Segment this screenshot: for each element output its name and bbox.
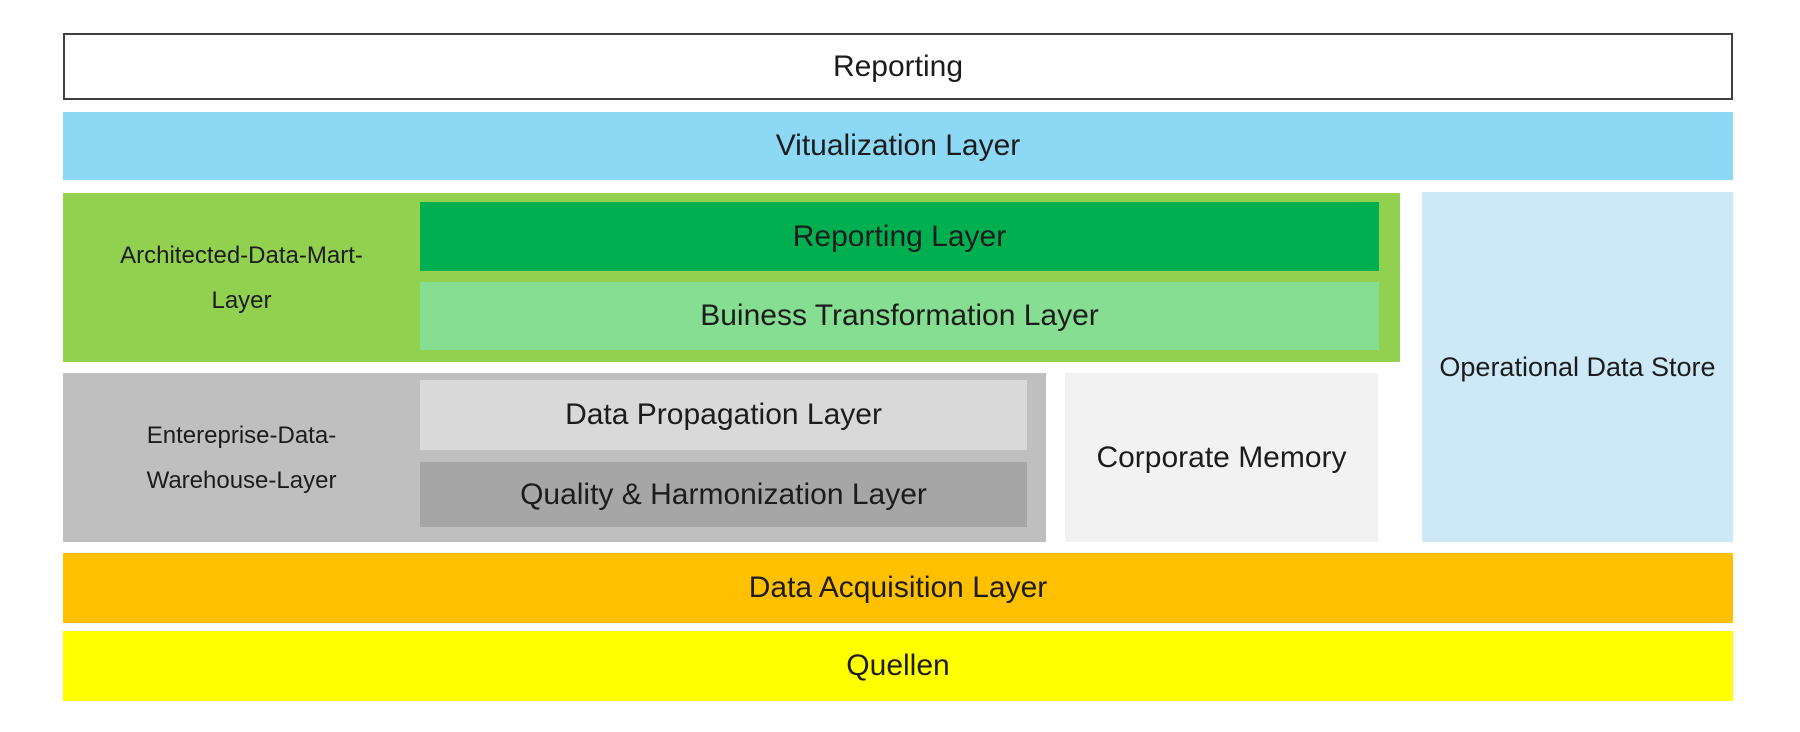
architected-data-mart-label-line2: Layer	[211, 286, 272, 314]
reporting-layer-label: Reporting Layer	[792, 219, 1007, 253]
operational-data-store-box: Operational Data Store	[1422, 192, 1733, 542]
quellen-bar: Quellen	[63, 631, 1733, 701]
business-transformation-layer-box: Buiness Transformation Layer	[420, 282, 1379, 350]
corporate-memory-box: Corporate Memory	[1065, 373, 1378, 542]
reporting-box: Reporting	[63, 33, 1733, 100]
quality-harmonization-layer-label: Quality & Harmonization Layer	[520, 477, 927, 511]
corporate-memory-label: Corporate Memory	[1096, 440, 1347, 474]
visualization-layer-label: Vitualization Layer	[775, 129, 1021, 162]
visualization-layer-bar: Vitualization Layer	[63, 112, 1733, 180]
architected-data-mart-layer-container: Architected-Data-Mart- Layer Reporting L…	[63, 193, 1400, 362]
enterprise-data-warehouse-label-line2: Warehouse-Layer	[146, 466, 337, 494]
data-acquisition-layer-bar: Data Acquisition Layer	[63, 553, 1733, 623]
quality-harmonization-layer-box: Quality & Harmonization Layer	[420, 462, 1027, 527]
reporting-layer-box: Reporting Layer	[420, 202, 1379, 271]
business-transformation-layer-label: Buiness Transformation Layer	[700, 299, 1099, 332]
enterprise-data-warehouse-layer-container: Entereprise-Data- Warehouse-Layer Data P…	[63, 373, 1046, 542]
data-acquisition-layer-label: Data Acquisition Layer	[748, 571, 1048, 604]
data-propagation-layer-box: Data Propagation Layer	[420, 380, 1027, 450]
data-propagation-layer-label: Data Propagation Layer	[565, 398, 882, 431]
enterprise-data-warehouse-label-line1: Entereprise-Data-	[146, 421, 337, 449]
quellen-label: Quellen	[846, 649, 950, 682]
architected-data-mart-label-line1: Architected-Data-Mart-	[120, 241, 363, 269]
operational-data-store-label: Operational Data Store	[1439, 351, 1716, 382]
architected-data-mart-label: Architected-Data-Mart- Layer	[63, 193, 420, 362]
enterprise-data-warehouse-label: Entereprise-Data- Warehouse-Layer	[63, 373, 420, 542]
reporting-label: Reporting	[832, 49, 964, 83]
